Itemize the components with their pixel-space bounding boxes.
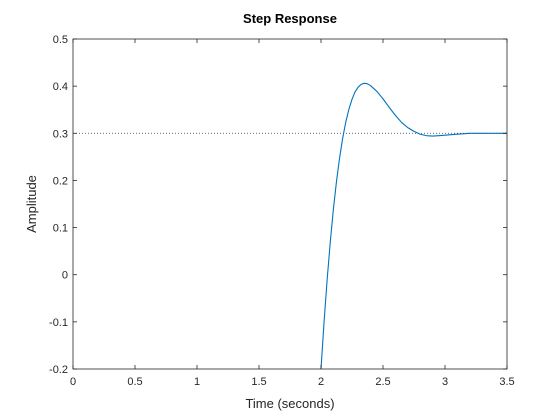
x-tick-label: 1 [194,376,200,388]
step-response-line [320,82,507,370]
y-tick-label: 0 [62,270,68,282]
chart-title: Step Response [243,11,337,26]
x-tick-label: 2 [318,376,324,388]
y-tick-label: 0.4 [53,81,68,93]
plot-area [73,39,507,369]
x-tick-label: 3.5 [499,376,514,388]
y-tick-label: 0.5 [53,34,68,46]
x-tick-label: 0.5 [127,376,142,388]
x-tick-label: 0 [70,376,76,388]
y-tick-label: 0.2 [53,175,68,187]
y-tick-label: 0.1 [53,223,68,235]
y-tick-label: -0.1 [49,317,68,329]
y-tick-label: -0.2 [49,364,68,376]
x-tick-label: 2.5 [375,376,390,388]
y-tick-label: 0.3 [53,128,68,140]
axes-box [72,38,508,370]
x-tick-label: 1.5 [251,376,266,388]
x-tick-label: 3 [442,376,448,388]
x-axis-label: Time (seconds) [245,396,334,411]
y-axis-label: Amplitude [24,175,39,233]
